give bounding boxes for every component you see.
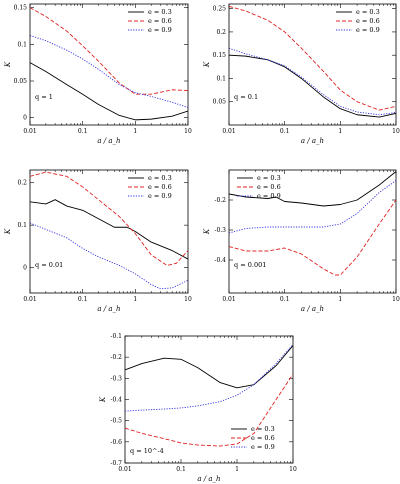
x-tick-label: 1	[235, 466, 239, 473]
series-line-3	[125, 344, 293, 412]
legend-label-3: e = 0.9	[257, 192, 281, 200]
x-tick-label: 10	[392, 296, 400, 303]
series-line-3	[30, 222, 188, 290]
chart-panel-5: 0.01 0.1 1 10 -0.7 -0.6 -0.5 -0.4 -0.3 -0.2 -0.1 Ka…	[99, 333, 297, 483]
legend-label-3: e = 0.9	[148, 26, 172, 34]
x-tick-label: 0.01	[23, 128, 36, 135]
x-tick-label: 0.01	[222, 296, 235, 303]
x-tick-label: 1	[133, 296, 137, 303]
y-tick-label: 0.1	[17, 222, 27, 229]
series-line-2	[125, 373, 293, 447]
series-line-3	[229, 180, 396, 234]
y-tick-label: -0.6	[110, 439, 122, 446]
y-axis-label: K	[203, 228, 211, 235]
x-axis-label: a / a_h	[197, 475, 220, 483]
series-line-1	[30, 62, 188, 121]
chart-panel-3: 0.01 0.1 1 10 0 0.1 0.2 Ka / a_h q = 0.01 e = 0.3…	[4, 169, 192, 313]
y-tick-label: -0.3	[110, 375, 122, 382]
series-line-1	[229, 54, 396, 118]
y-tick-label: 0.2	[17, 180, 27, 187]
series-line-1	[125, 345, 293, 389]
panel-label: q = 0.1	[234, 93, 258, 101]
legend-label-2: e = 0.6	[251, 434, 275, 442]
series-line-3	[229, 47, 396, 116]
x-axis-label: a / a_h	[97, 137, 120, 145]
x-tick-label: 0.1	[280, 296, 290, 303]
y-tick-label: 0.05	[213, 99, 227, 106]
x-tick-label: 1	[338, 296, 342, 303]
series-line-3	[30, 35, 188, 108]
plot-frame	[29, 169, 189, 294]
y-tick-label: -0.4	[110, 397, 122, 404]
y-tick-label: 0.2	[216, 29, 226, 36]
y-tick-label: 0.05	[14, 78, 28, 85]
plot-frame	[228, 3, 397, 126]
chart-panel-2: 0.01 0.1 1 10 0.05 0.1 0.15 0.2 0.25 Ka / a_h q = …	[203, 3, 400, 145]
x-tick-label: 10	[184, 128, 192, 135]
plot-frame	[29, 3, 189, 126]
legend-label-3: e = 0.9	[251, 443, 275, 451]
chart-panel-1: 0.01 0.1 1 10 0 0.05 0.1 0.15 Ka / a_h q = 1 e = 0…	[4, 3, 192, 145]
y-tick-label: -0.7	[110, 460, 122, 467]
y-tick-label: -0.5	[110, 418, 122, 425]
legend-label-1: e = 0.3	[257, 174, 281, 182]
y-tick-label: 0.15	[14, 5, 28, 12]
x-axis-label: a / a_h	[97, 305, 120, 313]
series-line-1	[229, 171, 396, 207]
legend-label-2: e = 0.6	[148, 17, 172, 25]
legend-label-3: e = 0.9	[356, 26, 380, 34]
y-tick-label: 0	[23, 265, 27, 272]
series-line-2	[229, 5, 396, 111]
y-tick-label: 0.15	[213, 52, 227, 59]
series-line-2	[229, 199, 396, 276]
y-tick-label: -0.3	[214, 227, 226, 234]
series-line-2	[30, 7, 188, 95]
legend-label-1: e = 0.3	[148, 8, 172, 16]
y-tick-label: 0.1	[17, 41, 27, 48]
chart-panel-4: 0.01 0.1 1 10 -0.4 -0.3 -0.2 Ka / a_h q = 0.001 e…	[203, 169, 400, 313]
y-tick-label: -0.2	[214, 197, 226, 204]
legend-label-2: e = 0.6	[356, 17, 380, 25]
legend-label-1: e = 0.3	[148, 174, 172, 182]
y-tick-label: 0	[23, 115, 27, 122]
plot-frame	[228, 169, 397, 294]
x-tick-label: 0.01	[222, 128, 235, 135]
y-tick-label: -0.4	[214, 257, 226, 264]
legend-label-2: e = 0.6	[257, 183, 281, 191]
y-axis-label: K	[4, 61, 12, 68]
series-line-2	[30, 171, 188, 266]
x-tick-label: 0.01	[118, 466, 131, 473]
legend-label-2: e = 0.6	[148, 183, 172, 191]
panel-label: q = 0.001	[234, 261, 266, 269]
y-tick-label: -0.2	[110, 354, 122, 361]
x-tick-label: 1	[338, 128, 342, 135]
x-tick-label: 0.1	[78, 296, 88, 303]
y-axis-label: K	[99, 396, 107, 403]
y-tick-label: 0.1	[216, 75, 226, 82]
legend-label-1: e = 0.3	[251, 425, 275, 433]
y-tick-label: 0.25	[213, 6, 227, 13]
x-tick-label: 10	[184, 296, 192, 303]
x-axis-label: a / a_h	[301, 137, 324, 145]
y-tick-label: -0.1	[110, 333, 122, 340]
x-tick-label: 0.01	[23, 296, 36, 303]
x-tick-label: 10	[392, 128, 400, 135]
x-tick-label: 0.1	[78, 128, 88, 135]
x-tick-label: 10	[289, 466, 297, 473]
x-tick-label: 0.1	[280, 128, 290, 135]
legend-label-3: e = 0.9	[148, 192, 172, 200]
x-tick-label: 0.1	[176, 466, 186, 473]
panel-label: q = 1	[35, 93, 53, 101]
series-line-1	[30, 199, 188, 260]
panel-label: q = 0.01	[35, 261, 63, 269]
y-axis-label: K	[203, 61, 211, 68]
y-axis-label: K	[4, 228, 12, 235]
legend-label-1: e = 0.3	[356, 8, 380, 16]
x-tick-label: 1	[133, 128, 137, 135]
x-axis-label: a / a_h	[301, 305, 324, 313]
panel-label: q = 10^-4	[130, 447, 164, 455]
